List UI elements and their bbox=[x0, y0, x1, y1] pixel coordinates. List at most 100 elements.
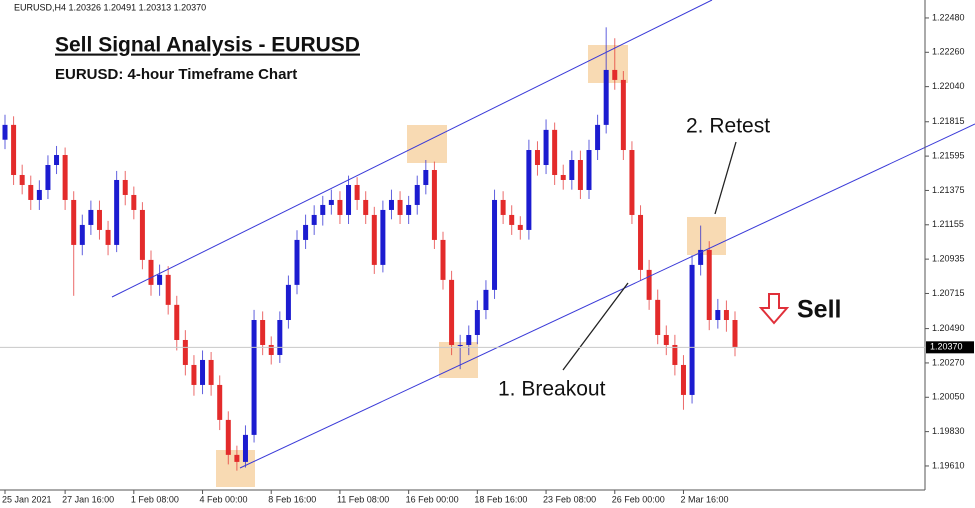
candle-body bbox=[337, 199, 343, 215]
channel-upper bbox=[111, 0, 713, 298]
x-tick-label: 11 Feb 08:00 bbox=[337, 494, 389, 504]
candle-body bbox=[320, 204, 326, 215]
x-tick-label: 23 Feb 08:00 bbox=[543, 494, 596, 504]
x-tick-label: 2 Mar 16:00 bbox=[680, 494, 728, 504]
candle-body bbox=[672, 344, 678, 365]
candle-body bbox=[217, 384, 223, 420]
candle-body bbox=[500, 199, 506, 215]
candle-body bbox=[71, 199, 77, 245]
candle-body bbox=[165, 274, 171, 305]
candle-body bbox=[466, 334, 472, 345]
candle-body bbox=[517, 224, 523, 230]
candle-body bbox=[423, 169, 429, 185]
candle-body bbox=[638, 214, 644, 270]
y-tick-label: 1.20270 bbox=[932, 357, 965, 367]
x-tick-label: 16 Feb 00:00 bbox=[406, 494, 459, 504]
candle-body bbox=[208, 359, 214, 385]
candle-body bbox=[440, 239, 446, 280]
candle-body bbox=[586, 150, 592, 190]
candle-body bbox=[509, 214, 515, 225]
candle-body bbox=[483, 289, 489, 311]
y-tick-label: 1.21595 bbox=[932, 150, 965, 160]
candle-body bbox=[414, 184, 420, 205]
annotation: 1. Breakout bbox=[498, 378, 606, 401]
chart-title: Sell Signal Analysis - EURUSD bbox=[55, 34, 360, 57]
current-price-label: 1.20370 bbox=[930, 342, 963, 352]
x-tick-label: 1 Feb 08:00 bbox=[131, 494, 179, 504]
candle-body bbox=[54, 155, 60, 165]
candle-body bbox=[380, 209, 386, 265]
candle-body bbox=[260, 320, 266, 345]
candle-body bbox=[268, 344, 274, 355]
candle-body bbox=[294, 239, 300, 285]
candle-body bbox=[19, 174, 25, 185]
candle-body bbox=[560, 174, 566, 180]
candle-body bbox=[689, 264, 695, 395]
y-tick-label: 1.19610 bbox=[932, 460, 965, 470]
x-tick-label: 27 Jan 16:00 bbox=[62, 494, 114, 504]
candle-body bbox=[698, 249, 704, 265]
candle-body bbox=[629, 150, 635, 215]
candle-body bbox=[646, 269, 652, 300]
candle-body bbox=[182, 339, 188, 365]
candle-body bbox=[148, 259, 154, 285]
candle-body bbox=[225, 419, 231, 455]
x-tick-label: 26 Feb 00:00 bbox=[612, 494, 665, 504]
candle-body bbox=[303, 224, 309, 240]
x-tick-label: 4 Feb 00:00 bbox=[200, 494, 248, 504]
candle-body bbox=[277, 320, 283, 355]
candle-body bbox=[36, 189, 42, 200]
candle-body bbox=[174, 304, 180, 340]
candle-body bbox=[114, 179, 120, 245]
candle-body bbox=[612, 69, 618, 80]
y-tick-label: 1.22260 bbox=[932, 47, 965, 57]
candle-body bbox=[62, 155, 68, 200]
candle-body bbox=[620, 79, 626, 151]
candle-body bbox=[285, 284, 291, 321]
candle-body bbox=[406, 204, 412, 215]
candle-body bbox=[655, 299, 661, 335]
pointer bbox=[714, 141, 737, 215]
candle-body bbox=[457, 344, 463, 346]
candles bbox=[2, 27, 738, 471]
candle-body bbox=[397, 199, 403, 215]
x-tick-label: 8 Feb 16:00 bbox=[268, 494, 316, 504]
highlight-zone bbox=[407, 125, 447, 163]
candle-body bbox=[449, 279, 455, 345]
candle-body bbox=[723, 310, 729, 321]
candle-body bbox=[371, 214, 377, 265]
candle-body bbox=[328, 199, 334, 205]
candle-body bbox=[577, 160, 583, 190]
candle-body bbox=[346, 184, 352, 215]
candle-body bbox=[242, 434, 248, 462]
candle-body bbox=[715, 310, 721, 321]
candle-body bbox=[2, 124, 8, 140]
candle-body bbox=[363, 199, 369, 215]
candle-body bbox=[96, 209, 102, 230]
candle-body bbox=[526, 150, 532, 230]
candle-body bbox=[680, 364, 686, 395]
candle-body bbox=[569, 160, 575, 180]
candle-body bbox=[603, 69, 609, 125]
candle-body bbox=[45, 164, 51, 190]
candle-body bbox=[157, 274, 163, 285]
y-tick-label: 1.21155 bbox=[932, 219, 964, 229]
candle-body bbox=[595, 124, 601, 151]
current-price-box bbox=[926, 341, 974, 354]
y-tick-label: 1.21815 bbox=[932, 116, 965, 126]
candle-body bbox=[200, 359, 206, 385]
annotation: 2. Retest bbox=[686, 115, 770, 138]
y-tick-label: 1.19830 bbox=[932, 426, 965, 436]
x-tick-label: 18 Feb 16:00 bbox=[474, 494, 527, 504]
candle-body bbox=[354, 184, 360, 200]
candle-body bbox=[388, 199, 394, 210]
candle-body bbox=[431, 169, 437, 240]
y-tick-label: 1.20490 bbox=[932, 323, 965, 333]
y-tick-label: 1.20715 bbox=[932, 288, 965, 298]
candle-body bbox=[311, 214, 317, 225]
candle-body bbox=[663, 334, 669, 345]
sell-arrow bbox=[758, 293, 790, 325]
candle-body bbox=[534, 150, 540, 165]
